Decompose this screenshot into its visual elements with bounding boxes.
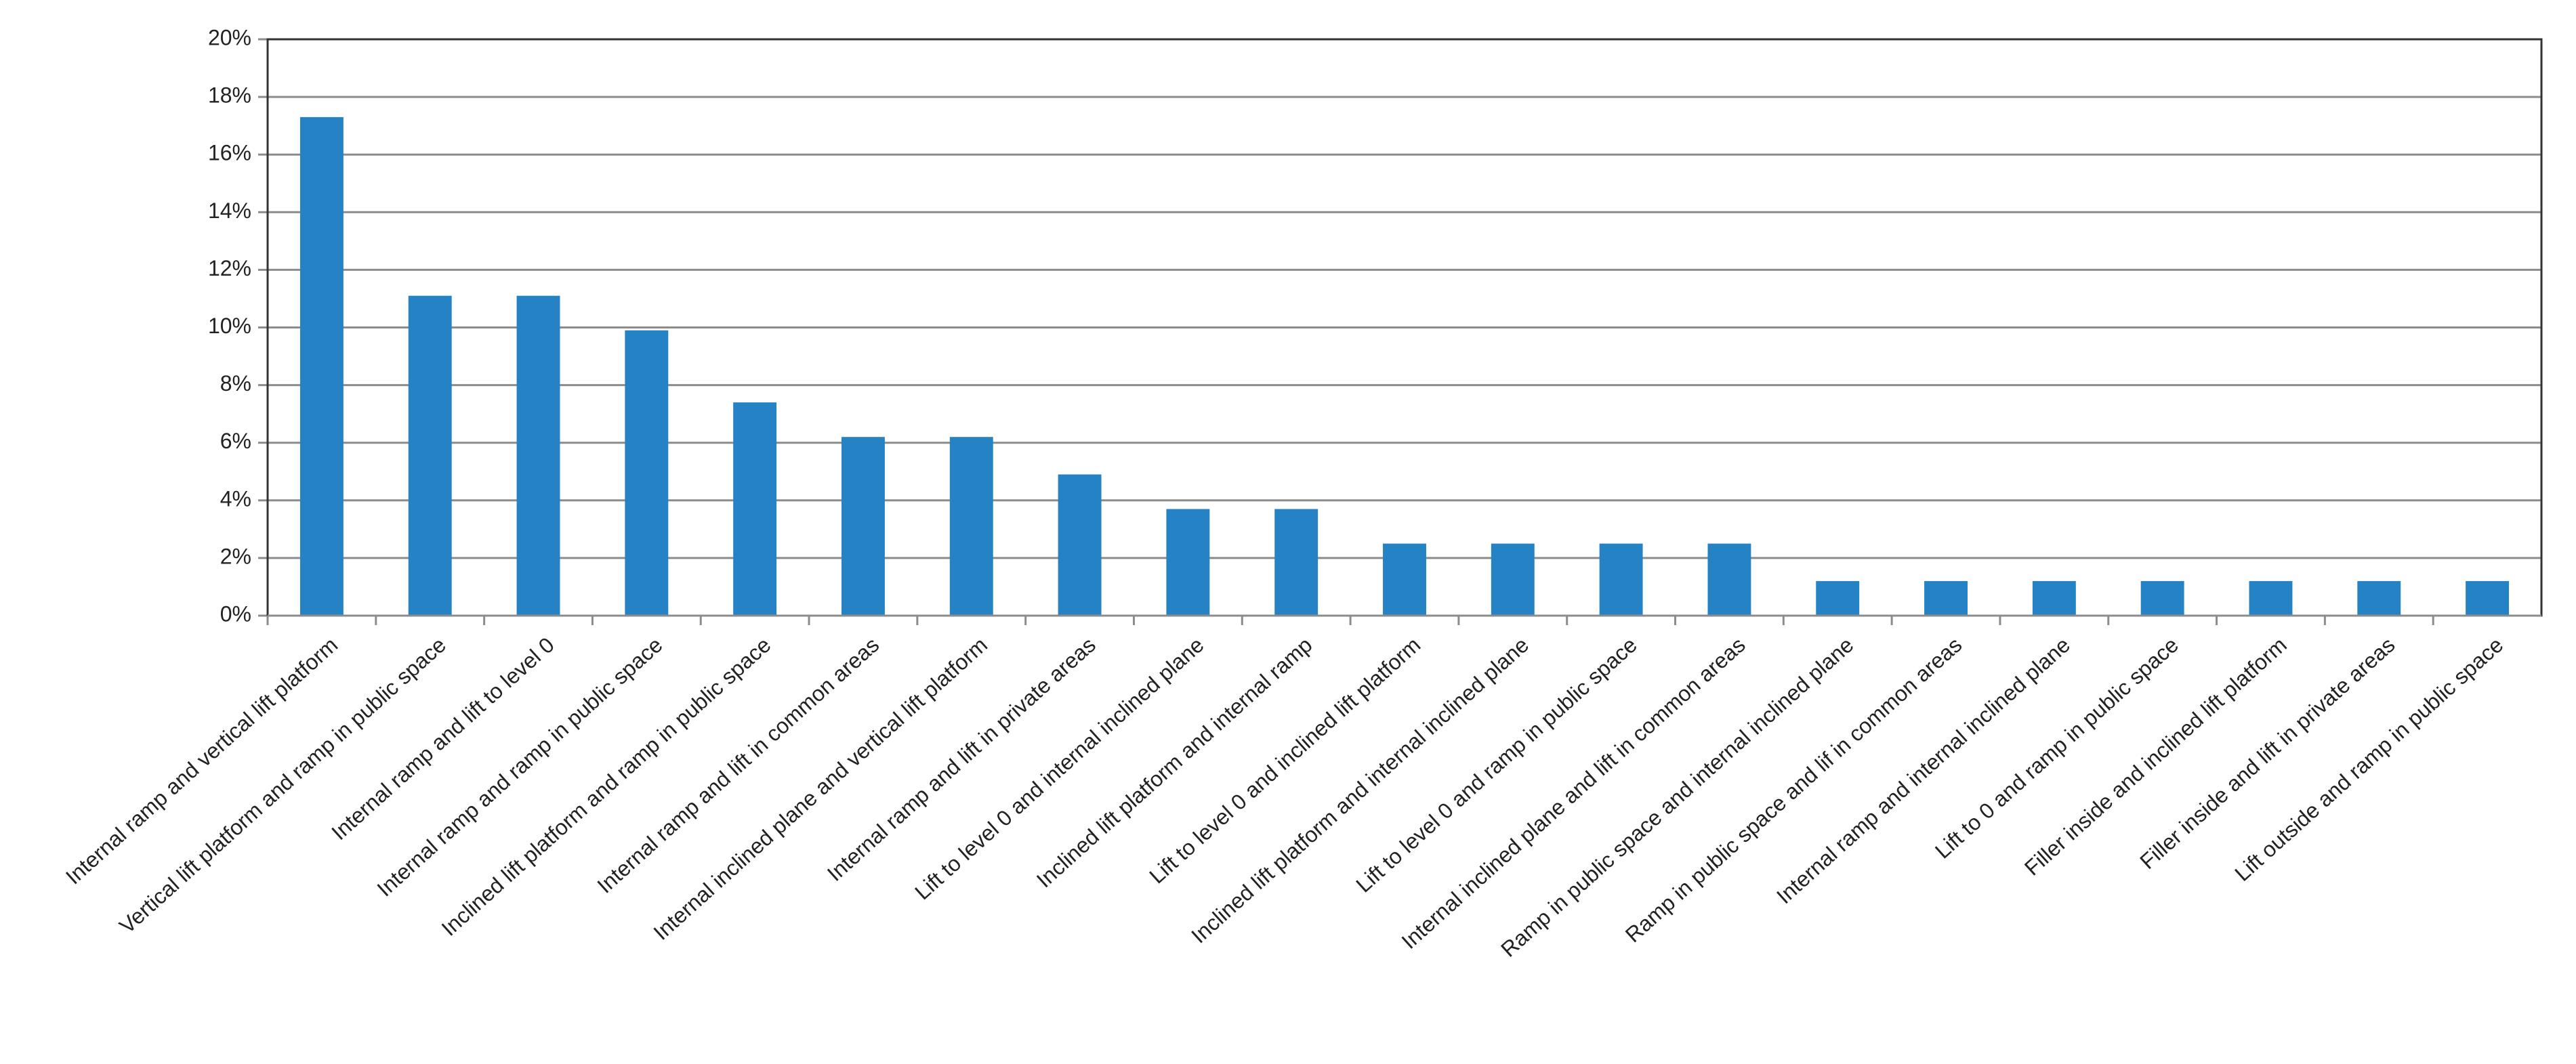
bar: [1707, 543, 1751, 616]
bar: [516, 295, 560, 616]
bar: [408, 295, 452, 616]
y-tick-label: 14%: [208, 198, 251, 223]
bar: [299, 116, 344, 616]
bar: [2140, 580, 2184, 616]
bar: [1924, 580, 1968, 616]
bar: [625, 330, 669, 616]
y-tick-label: 4%: [220, 486, 251, 511]
bar: [1383, 543, 1426, 616]
y-tick-label: 20%: [208, 25, 251, 49]
y-tick-label: 12%: [208, 256, 251, 280]
y-tick-label: 0%: [220, 601, 251, 626]
y-tick-label: 2%: [220, 544, 251, 568]
y-tick-label: 8%: [220, 371, 251, 396]
y-tick-label: 10%: [208, 314, 251, 338]
bar: [2466, 580, 2510, 616]
bar: [1491, 543, 1535, 616]
bar: [1274, 509, 1318, 616]
x-tick-label: Internal ramp and lift to level 0: [327, 633, 559, 845]
bar: [841, 437, 885, 616]
y-tick-label: 6%: [220, 429, 251, 453]
bar: [1166, 509, 1210, 616]
bar: [2249, 580, 2293, 616]
bar: [1599, 543, 1643, 616]
bar: [1816, 580, 1860, 616]
bar: [949, 437, 993, 616]
bar: [2032, 580, 2076, 616]
y-tick-label: 18%: [208, 83, 251, 108]
bar: [733, 402, 777, 616]
y-tick-label: 16%: [208, 141, 251, 165]
bar: [1058, 474, 1102, 616]
bar: [2357, 580, 2401, 616]
